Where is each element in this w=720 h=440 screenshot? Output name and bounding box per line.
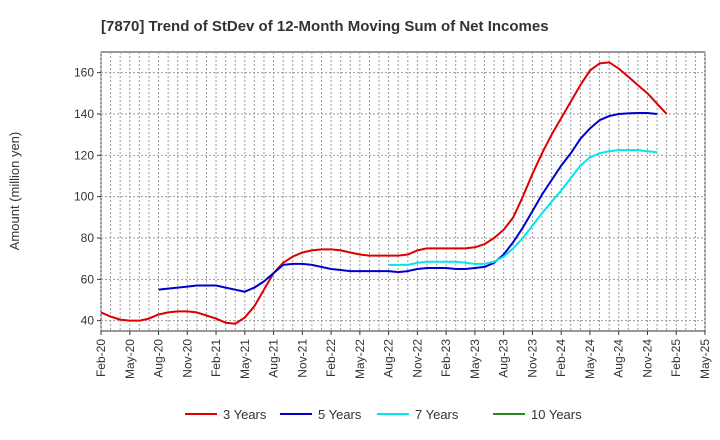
x-tick-label: May-22 — [353, 339, 367, 379]
series-line-2 — [388, 149, 658, 266]
chart-title: [7870] Trend of StDev of 12-Month Moving… — [101, 18, 549, 35]
x-tick-label: Feb-22 — [324, 339, 338, 377]
legend: 3 Years 5 Years 7 Years 10 Years — [185, 407, 582, 422]
plot-area — [100, 51, 706, 332]
series-line-1 — [158, 111, 658, 293]
y-tick-label: 140 — [74, 107, 94, 121]
x-tick-label: Feb-25 — [669, 339, 683, 377]
x-tick-label: May-25 — [698, 339, 712, 379]
y-tick-label: 120 — [74, 148, 94, 162]
series-lines — [100, 61, 668, 325]
legend-label-1: 5 Years — [318, 407, 362, 422]
x-tick-label: Aug-21 — [267, 339, 281, 378]
x-tick-label: Nov-23 — [525, 339, 539, 378]
x-axis-ticks: Feb-20 May-20 Aug-20 Nov-20 Feb-21 May-21 Aug-… — [94, 331, 712, 379]
series-line-0 — [100, 61, 668, 325]
x-tick-label: Nov-24 — [640, 339, 654, 378]
x-tick-label: Feb-23 — [439, 339, 453, 377]
x-tick-label: Feb-24 — [554, 339, 568, 377]
x-tick-label: Feb-21 — [209, 339, 223, 377]
x-tick-label: May-21 — [238, 339, 252, 379]
y-tick-label: 40 — [81, 314, 95, 328]
x-tick-label: May-20 — [123, 339, 137, 379]
gridlines — [100, 52, 706, 331]
legend-label-0: 3 Years — [223, 407, 267, 422]
x-tick-label: Nov-22 — [410, 339, 424, 378]
y-tick-label: 80 — [81, 231, 95, 245]
y-axis-ticks: 40 60 80 100 120 140 160 — [74, 66, 101, 328]
y-tick-label: 60 — [81, 272, 95, 286]
legend-label-2: 7 Years — [415, 407, 459, 422]
y-axis-label: Amount (million yen) — [7, 132, 22, 251]
x-tick-label: Aug-23 — [497, 339, 511, 378]
x-tick-label: May-23 — [468, 339, 482, 379]
y-tick-label: 160 — [74, 66, 94, 80]
x-tick-label: Aug-22 — [382, 339, 396, 378]
x-tick-label: May-24 — [583, 339, 597, 379]
x-tick-label: Feb-20 — [94, 339, 108, 377]
x-tick-label: Nov-20 — [180, 339, 194, 378]
x-tick-label: Aug-24 — [612, 339, 626, 378]
x-tick-label: Nov-21 — [295, 339, 309, 378]
x-tick-label: Aug-20 — [152, 339, 166, 378]
legend-label-3: 10 Years — [531, 407, 582, 422]
y-tick-label: 100 — [74, 190, 94, 204]
